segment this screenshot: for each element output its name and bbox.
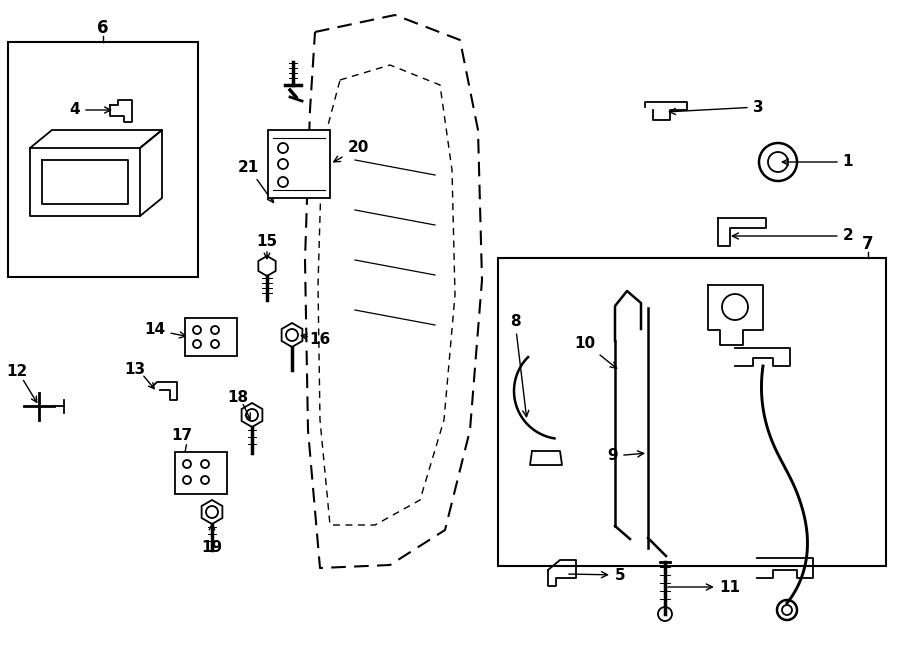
Bar: [175, 452, 227, 494]
Text: 2: 2: [733, 229, 853, 243]
Bar: [498, 258, 886, 566]
Text: 13: 13: [124, 362, 146, 377]
Text: 10: 10: [574, 336, 617, 368]
Text: 20: 20: [334, 141, 369, 162]
Text: 17: 17: [171, 428, 193, 444]
Text: 6: 6: [97, 19, 109, 37]
Text: 5: 5: [569, 568, 625, 582]
Text: 1: 1: [782, 155, 853, 169]
Text: 4: 4: [69, 102, 111, 118]
Text: 21: 21: [238, 159, 274, 202]
Text: 18: 18: [228, 391, 248, 405]
Bar: [8, 42, 198, 277]
Bar: [268, 130, 330, 198]
Text: 8: 8: [509, 313, 529, 416]
Text: 12: 12: [6, 364, 28, 379]
Text: 15: 15: [256, 235, 277, 249]
Text: 14: 14: [144, 323, 185, 338]
Text: 3: 3: [670, 100, 763, 114]
Text: 11: 11: [668, 580, 741, 594]
Text: 16: 16: [310, 332, 330, 348]
Text: 19: 19: [202, 541, 222, 555]
Text: 9: 9: [608, 449, 643, 463]
Bar: [185, 318, 237, 356]
Text: 7: 7: [862, 235, 874, 253]
